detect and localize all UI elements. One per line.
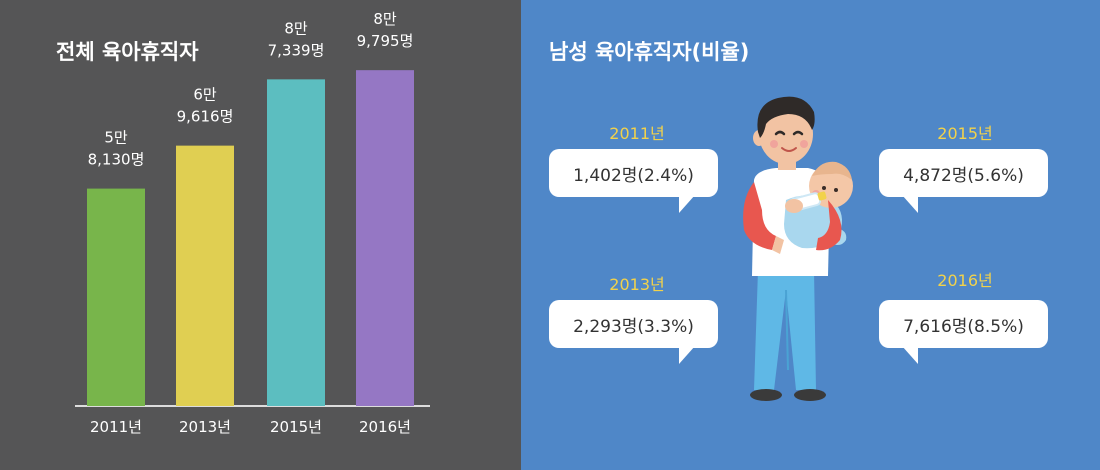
speech-bubble-2013: 2,293명(3.3%) [549,300,718,348]
male-leave-value-2015: 4,872명(5.6%) [903,165,1024,186]
bar-value-label: 9,616명 [177,108,234,126]
bar-value-label: 8,130명 [88,151,145,169]
total-leave-bar-chart: 5만 8,130명 2011년 6만 9,616명 2013년 8만 7,339명 2015년 8… [75,10,430,436]
bar [87,188,145,406]
male-leave-value-2013: 2,293명(3.3%) [573,316,694,337]
speech-bubble-2015: 4,872명(5.6%) [879,149,1048,197]
year-label-2011: 2011년 [609,124,665,143]
bar-value-label: 9,795명 [357,32,414,50]
male-leave-title: 남성 육아휴직자(비율) [549,40,750,64]
speech-bubble-2016: 7,616명(8.5%) [879,300,1048,348]
bar-value-label: 8만 [373,10,397,28]
speech-bubble-2011: 1,402명(2.4%) [549,149,718,197]
bar [356,70,414,407]
x-tick-label: 2013년 [179,418,231,436]
male-leave-value-2016: 7,616명(8.5%) [903,316,1024,337]
bar-value-label: 5만 [104,129,128,147]
bar-value-label: 7,339명 [268,41,325,59]
year-label-2013: 2013년 [609,275,665,294]
bar [176,145,234,406]
total-leave-title: 전체 육아휴직자 [56,40,199,64]
year-label-2015: 2015년 [937,124,993,143]
father-holding-baby-icon [743,96,853,401]
x-tick-label: 2016년 [359,418,411,436]
bar-value-label: 6만 [193,86,217,104]
bubble-tail [679,195,695,213]
male-leave-panel: 남성 육아휴직자(비율) 2011년 1,402명(2.4%) 2015년 4,… [521,0,1100,470]
x-tick-label: 2015년 [270,418,322,436]
total-leave-panel: 전체 육아휴직자 5만 8,130명 2011년 6만 9,616명 2013년 8만 7,3… [0,0,521,470]
male-leave-value-2011: 1,402명(2.4%) [573,165,694,186]
bar-value-label: 8만 [284,19,308,37]
x-tick-label: 2011년 [90,418,142,436]
bar [267,79,325,406]
bubble-tail [902,195,918,213]
bubble-tail [679,346,695,364]
year-label-2016: 2016년 [937,271,993,290]
bubble-tail [902,346,918,364]
